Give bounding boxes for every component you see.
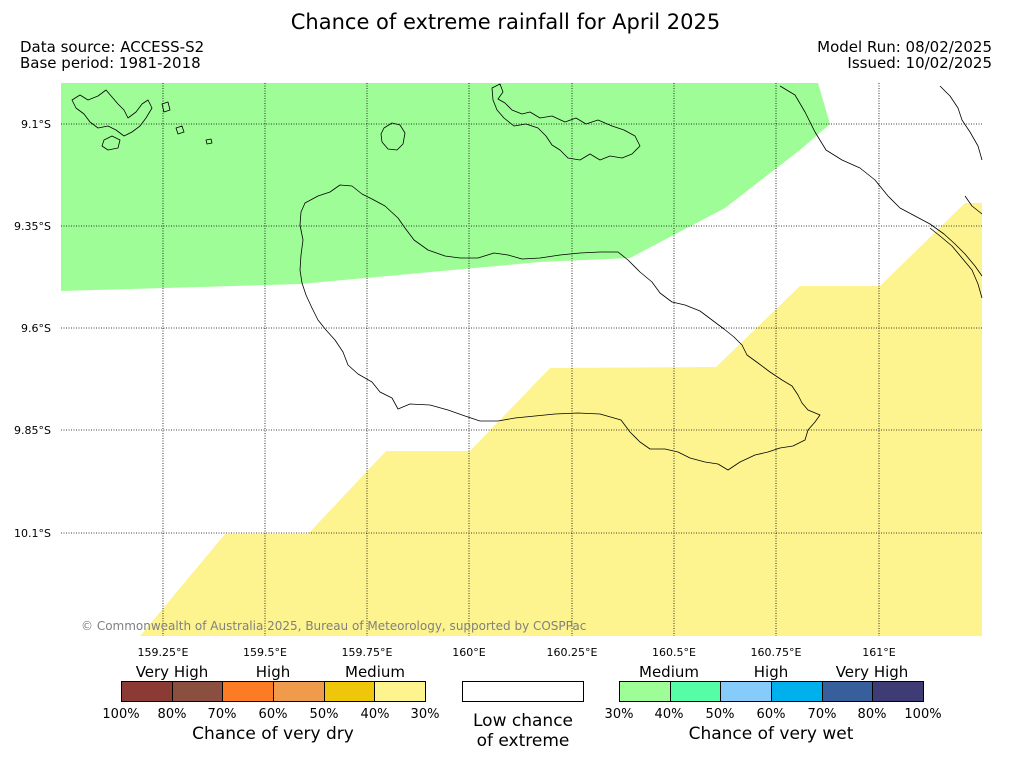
dry-swatch-1 — [122, 682, 173, 701]
low-chance-label: Low chance of extreme — [462, 711, 584, 751]
wet-swatch-6 — [873, 682, 924, 701]
lat-label-9-6: 9.6°S — [21, 322, 51, 335]
dry-legend-title: Chance of very dry — [192, 724, 354, 744]
lon-label-160-25: 160.25°E — [546, 646, 598, 659]
wet-medium-region — [61, 83, 830, 291]
dry-medium-region — [140, 203, 982, 636]
dry-tick: 50% — [309, 707, 339, 722]
malaita-coast — [779, 85, 983, 277]
guadalcanal-coast — [299, 184, 821, 471]
header-right: Model Run: 08/02/2025 Issued: 10/02/2025 — [817, 39, 992, 71]
wet-colorbar — [619, 681, 924, 702]
map-title: Chance of extreme rainfall for April 202… — [290, 10, 721, 34]
lat-label-9-1: 9.1°S — [21, 118, 51, 131]
wet-legend-title: Chance of very wet — [688, 724, 854, 744]
wet-category-medium: Medium — [639, 663, 699, 681]
dry-tick: 60% — [258, 707, 288, 722]
wet-tick: 40% — [654, 707, 684, 722]
wet-swatch-2 — [670, 682, 722, 701]
lon-label-159-25: 159.25°E — [137, 646, 189, 659]
dry-swatch-3 — [223, 682, 275, 701]
lon-label-160-75: 160.75°E — [750, 646, 802, 659]
wet-category-high: High — [753, 663, 789, 681]
issued-date: Issued: 10/02/2025 — [847, 54, 992, 72]
low-chance-line2: of extreme — [476, 731, 570, 751]
lon-label-160-5: 160.5°E — [652, 646, 696, 659]
wet-tick: 60% — [756, 707, 786, 722]
dry-tick: 100% — [102, 707, 140, 722]
wet-tick: 80% — [857, 707, 887, 722]
dry-category-high: High — [255, 663, 291, 681]
copyright-notice: © Commonwealth of Australia 2025, Bureau… — [81, 619, 587, 633]
dry-colorbar — [121, 681, 426, 702]
model-run: Model Run: 08/02/2025 — [817, 38, 992, 56]
low-chance-line1: Low chance — [473, 711, 573, 731]
dry-swatch-5 — [324, 682, 376, 701]
florida-islands-coast — [491, 83, 641, 161]
dry-swatch-4 — [274, 682, 325, 701]
lon-label-160: 160°E — [452, 646, 486, 659]
dry-tick: 80% — [157, 707, 187, 722]
russell-islands-coast — [71, 89, 153, 137]
low-chance-swatch — [462, 681, 584, 702]
lon-label-159-5: 159.5°E — [243, 646, 287, 659]
data-source: Data source: ACCESS-S2 — [20, 38, 205, 56]
wet-tick: 50% — [705, 707, 735, 722]
dry-tick: 70% — [207, 707, 237, 722]
coastlines — [71, 83, 983, 471]
dry-category-very-high: Very High — [135, 663, 209, 681]
wet-tick: 100% — [904, 707, 942, 722]
wet-tick: 30% — [604, 707, 634, 722]
header-left: Data source: ACCESS-S2 Base period: 1981… — [20, 39, 204, 71]
wet-swatch-3 — [721, 682, 773, 701]
dry-swatch-6 — [375, 682, 426, 701]
wet-tick: 70% — [807, 707, 837, 722]
wet-swatch-4 — [772, 682, 823, 701]
dry-tick: 40% — [360, 707, 390, 722]
lon-label-159-75: 159.75°E — [341, 646, 393, 659]
wet-category-very-high: Very High — [835, 663, 909, 681]
wet-swatch-5 — [822, 682, 874, 701]
dry-tick: 30% — [410, 707, 440, 722]
dry-swatch-2 — [172, 682, 224, 701]
dry-category-medium: Medium — [345, 663, 405, 681]
lat-label-9-35: 9.35°S — [14, 220, 51, 233]
wet-swatch-1 — [620, 682, 671, 701]
lon-label-161: 161°E — [862, 646, 896, 659]
lat-label-10-1: 10.1°S — [14, 527, 51, 540]
small-island-coast — [380, 122, 406, 151]
base-period: Base period: 1981-2018 — [20, 54, 201, 72]
map-gridlines — [61, 83, 982, 636]
lat-label-9-85: 9.85°S — [14, 424, 51, 437]
